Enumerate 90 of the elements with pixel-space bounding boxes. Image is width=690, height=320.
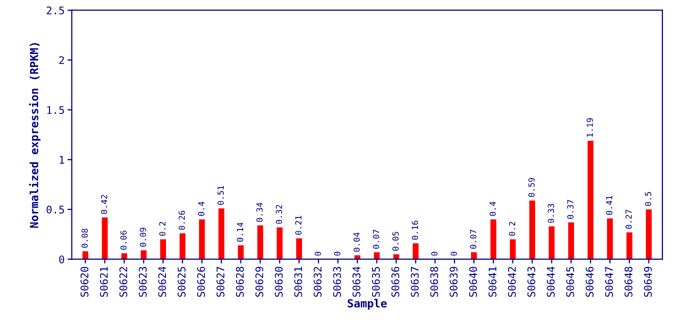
data-label: 0.27 bbox=[626, 210, 632, 229]
bar bbox=[607, 218, 613, 260]
bar bbox=[412, 243, 419, 260]
bar bbox=[257, 225, 264, 260]
x-tick-label: S0647 bbox=[605, 266, 613, 297]
data-label: 0.37 bbox=[567, 200, 574, 219]
data-label: 0 bbox=[431, 252, 438, 256]
bar bbox=[626, 232, 632, 260]
data-label: 0.07 bbox=[470, 230, 476, 249]
bar bbox=[646, 209, 652, 260]
data-label: 1.19 bbox=[586, 118, 593, 137]
bar bbox=[199, 219, 205, 260]
data-label: 0.41 bbox=[606, 196, 612, 215]
y-tick-label: 1.5 bbox=[47, 106, 64, 114]
x-axis-title: Sample bbox=[348, 298, 387, 310]
y-tick-label: 1 bbox=[60, 156, 64, 164]
x-tick-label: S0620 bbox=[80, 266, 88, 297]
x-tick-label: S0633 bbox=[333, 266, 341, 297]
x-tick-label: S0634 bbox=[352, 266, 360, 297]
data-label: 0.14 bbox=[236, 222, 244, 242]
x-tick-label: S0622 bbox=[119, 267, 128, 297]
x-tick-label: S0623 bbox=[138, 266, 147, 297]
data-label: 0.09 bbox=[140, 228, 146, 247]
data-label: 0.16 bbox=[412, 220, 418, 240]
x-tick-label: S0643 bbox=[527, 266, 536, 297]
x-tick-label: S0621 bbox=[100, 266, 108, 297]
bar bbox=[296, 238, 302, 260]
x-tick-label: S0648 bbox=[624, 266, 632, 297]
bar bbox=[548, 226, 555, 260]
data-label: 0.07 bbox=[372, 230, 380, 249]
data-label: 0.04 bbox=[354, 232, 360, 252]
data-label: 0.06 bbox=[120, 230, 127, 250]
bar bbox=[82, 251, 88, 260]
x-tick-label: S0625 bbox=[178, 266, 186, 297]
y-tick-label: 2 bbox=[59, 56, 64, 64]
bar bbox=[471, 252, 477, 260]
x-tick-label: S0646 bbox=[586, 266, 594, 297]
bar bbox=[354, 255, 360, 260]
bar bbox=[490, 219, 496, 260]
data-label: 0.59 bbox=[528, 178, 535, 197]
data-label: 0.33 bbox=[548, 204, 554, 223]
x-tick-label: S0642 bbox=[508, 267, 516, 297]
x-tick-label: S0627 bbox=[216, 266, 224, 297]
x-tick-label: S0645 bbox=[566, 266, 574, 297]
data-label: 0.2 bbox=[159, 222, 166, 236]
data-label: 0.4 bbox=[490, 202, 496, 216]
bar bbox=[102, 217, 108, 260]
x-tick-label: S0629 bbox=[255, 266, 264, 297]
bar bbox=[510, 239, 516, 260]
x-tick-label: S0640 bbox=[469, 266, 477, 297]
x-tick-label: S0624 bbox=[158, 266, 166, 297]
y-tick-label: 0.5 bbox=[46, 206, 64, 214]
data-label: 0.05 bbox=[392, 232, 399, 251]
x-tick-label: S0631 bbox=[294, 266, 302, 297]
bar bbox=[218, 208, 224, 260]
data-label: 0.21 bbox=[295, 216, 302, 235]
bar bbox=[588, 140, 594, 260]
data-label: 0.08 bbox=[81, 228, 88, 248]
x-tick-label: S0641 bbox=[488, 266, 496, 297]
y-tick-label: 0 bbox=[59, 255, 64, 264]
data-label: 0.2 bbox=[508, 222, 516, 236]
y-tick-label: 2.5 bbox=[46, 6, 64, 14]
data-label: 0.42 bbox=[100, 195, 108, 214]
bar bbox=[140, 250, 147, 260]
x-tick-label: S0626 bbox=[197, 266, 205, 297]
data-label: 0.26 bbox=[178, 210, 185, 230]
x-tick-label: S0638 bbox=[430, 266, 438, 297]
data-label: 0.32 bbox=[276, 204, 282, 224]
x-tick-label: S0628 bbox=[236, 266, 244, 297]
data-label: 0 bbox=[334, 252, 340, 256]
y-axis-title: Normalized expression (RPKM) bbox=[29, 43, 40, 228]
data-label: 0.51 bbox=[218, 186, 224, 205]
x-tick-label: S0635 bbox=[372, 266, 380, 297]
x-tick-label: S0632 bbox=[314, 267, 322, 297]
data-label: 0.4 bbox=[198, 202, 204, 216]
data-label: 0.5 bbox=[644, 192, 652, 206]
bar bbox=[568, 222, 574, 260]
bar bbox=[160, 239, 166, 260]
x-tick-label: S0630 bbox=[274, 266, 283, 297]
bar bbox=[276, 227, 283, 260]
x-tick-label: S0639 bbox=[450, 266, 458, 297]
data-label: 0 bbox=[450, 252, 457, 256]
data-label: 0.34 bbox=[256, 202, 263, 222]
bar bbox=[529, 200, 536, 260]
x-tick-label: S0637 bbox=[410, 266, 419, 297]
x-tick-label: S0636 bbox=[391, 266, 400, 297]
x-tick-label: S0649 bbox=[644, 266, 652, 297]
data-label: 0 bbox=[314, 252, 321, 256]
bar bbox=[180, 233, 186, 260]
x-tick-label: S0644 bbox=[546, 266, 555, 297]
